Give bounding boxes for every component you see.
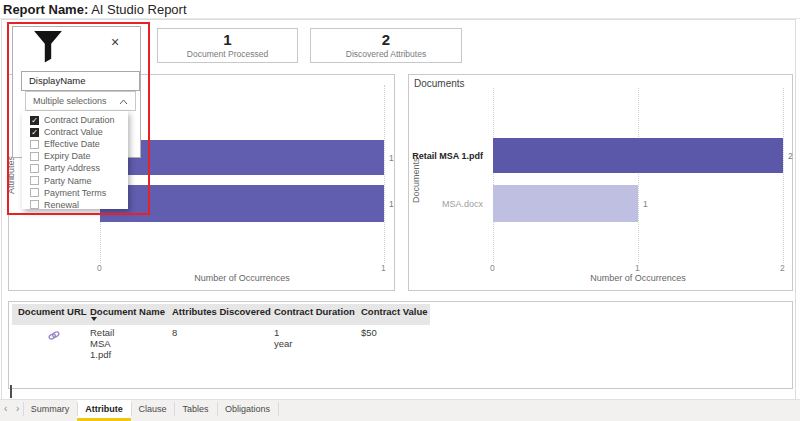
table-cell: Retail MSA 1.pdf (90, 327, 114, 360)
column-header[interactable]: Document URL (18, 306, 88, 317)
slicer-options-list: ✓ Contract Duration ✓ Contract Value Effecti… (22, 111, 128, 209)
x-axis-title-right: Number of Occurrences (538, 273, 738, 283)
checkbox[interactable] (30, 164, 39, 173)
bar[interactable] (493, 138, 783, 173)
table-cell: 8 (172, 327, 177, 338)
slicer-field-header: DisplayName (21, 71, 140, 91)
chart-title: Documents (414, 78, 465, 89)
slicer-option[interactable]: Payment Terms (22, 187, 128, 199)
checkbox[interactable] (30, 188, 39, 197)
report-page: Report Name: AI Studio Report 1 Document… (0, 0, 800, 421)
sort-desc-icon (91, 317, 97, 321)
gridline (638, 88, 639, 263)
checkbox[interactable] (30, 152, 39, 161)
gridline (384, 85, 385, 263)
report-name-label: Report Name: (3, 2, 88, 17)
axis-tick-label: 1 (635, 263, 640, 273)
kpi-label: Discovered Attributes (311, 49, 461, 59)
slicer-option-label: Renewal (44, 200, 79, 210)
tab-attribute[interactable]: Attribute (77, 400, 131, 421)
close-icon[interactable]: × (111, 34, 119, 50)
slicer-option-label: Expiry Date (44, 151, 91, 161)
checkbox[interactable]: ✓ (30, 116, 39, 125)
slicer-option[interactable]: Party Name (22, 174, 128, 186)
slicer-dropdown[interactable]: Multiple selections (25, 91, 136, 111)
page-edge-marker (10, 385, 12, 398)
slicer-option[interactable]: Expiry Date (22, 150, 128, 162)
bar-value-label: 2 (788, 151, 793, 161)
slicer-option[interactable]: Party Address (22, 162, 128, 174)
page-title: Report Name: AI Studio Report (3, 2, 187, 17)
table-cell: $50 (361, 327, 377, 338)
slicer-option[interactable]: ✓ Contract Value (22, 126, 128, 138)
page-tab-bar: ‹ › SummaryAttributeClauseTablesObligati… (0, 399, 800, 421)
tab-tables[interactable]: Tables (174, 400, 217, 418)
slicer-option-label: Contract Duration (44, 115, 115, 125)
report-name-value: AI Studio Report (91, 2, 186, 17)
kpi-value: 2 (311, 31, 461, 48)
slicer-option[interactable]: Renewal (22, 199, 128, 211)
slicer-option[interactable]: Effective Date (22, 138, 128, 150)
tab-separator (23, 402, 24, 416)
column-header[interactable]: Contract Value (361, 306, 429, 317)
tab-separator (131, 402, 132, 416)
tab-separator (278, 402, 279, 416)
x-axis-title-left: Number of Occurrences (142, 273, 342, 283)
slicer-option-label: Party Address (44, 163, 100, 173)
axis-tick-label: 0 (97, 263, 102, 273)
kpi-label: Document Processed (158, 49, 297, 59)
tab-separator (217, 402, 218, 416)
tab-nav-prev-icon[interactable]: ‹ (4, 403, 7, 414)
checkbox[interactable] (30, 140, 39, 149)
tab-clause[interactable]: Clause (131, 400, 174, 418)
category-label: MSA.docx (338, 199, 483, 209)
checkbox[interactable] (30, 176, 39, 185)
filter-funnel-icon (34, 31, 62, 67)
slicer-selection-summary: Multiple selections (33, 96, 107, 106)
kpi-value: 1 (158, 31, 297, 48)
documents-chart-card (408, 74, 793, 291)
column-header[interactable]: Attributes Discovered (172, 306, 272, 317)
gridline (783, 88, 784, 263)
tab-separator (174, 402, 175, 416)
axis-tick-label: 2 (780, 263, 785, 273)
column-header[interactable]: Contract Duration (274, 306, 359, 317)
tab-separator (77, 402, 78, 416)
category-label: Retail MSA 1.pdf (338, 151, 483, 161)
column-header[interactable]: Document Name (90, 306, 170, 317)
tab-nav-next-icon[interactable]: › (16, 403, 19, 414)
slicer-option-label: Contract Value (44, 127, 103, 137)
gridline (493, 88, 494, 263)
table-cell: 1 year (274, 327, 292, 349)
slicer-option[interactable]: ✓ Contract Duration (22, 114, 128, 126)
slicer-option-label: Payment Terms (44, 188, 106, 198)
link-icon[interactable] (47, 327, 61, 345)
slicer-option-label: Effective Date (44, 139, 100, 149)
tab-summary[interactable]: Summary (23, 400, 77, 418)
tab-obligations[interactable]: Obligations (217, 400, 278, 418)
bar-value-label: 1 (643, 199, 648, 209)
axis-tick-label: 1 (381, 263, 386, 273)
checkbox[interactable] (30, 200, 39, 209)
checkbox[interactable]: ✓ (30, 128, 39, 137)
kpi-card-documents-processed: 1 Document Processed (157, 28, 298, 63)
slicer-option-label: Party Name (44, 176, 92, 186)
bar[interactable] (493, 185, 638, 222)
chevron-up-icon (119, 99, 128, 105)
axis-tick-label: 0 (490, 263, 495, 273)
kpi-card-discovered-attributes: 2 Discovered Attributes (310, 28, 462, 63)
